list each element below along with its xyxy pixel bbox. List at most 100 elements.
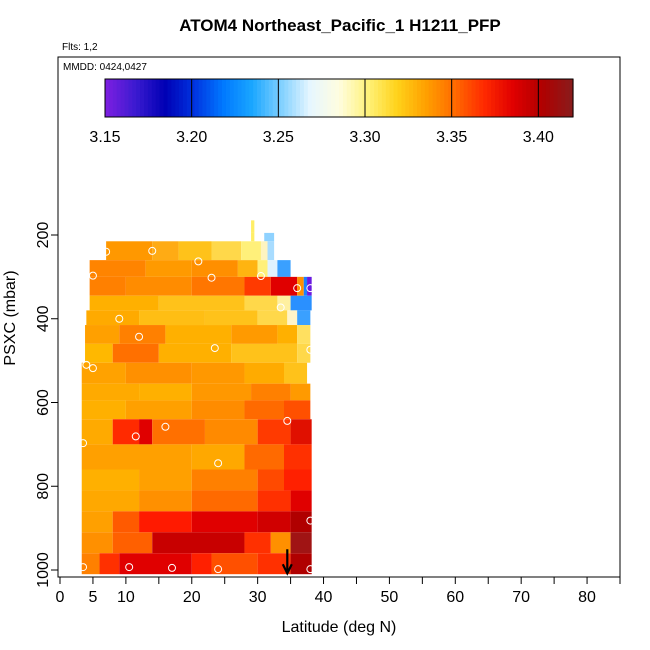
heatmap-cell (112, 343, 159, 363)
colorbar-band (120, 79, 126, 117)
colorbar-frame (104, 78, 574, 118)
colorbar-band (346, 79, 352, 117)
colorbar-band (307, 79, 313, 117)
heatmap-cell (106, 241, 153, 261)
colorbar-band (229, 79, 235, 117)
heatmap-cell (125, 276, 192, 296)
colorbar-band (136, 79, 141, 117)
colorbar-band (526, 79, 531, 117)
heatmap-cell (89, 295, 159, 311)
heatmap-cell (297, 310, 311, 326)
colorbar-tick-label: 3.40 (523, 129, 554, 146)
colorbar-band (144, 79, 149, 117)
heatmap-cell (152, 241, 179, 261)
heatmap-cell (139, 511, 192, 533)
sample-point (283, 416, 292, 425)
colorbar-band (331, 79, 336, 117)
colorbar-band (194, 79, 200, 117)
heatmap-cell (211, 241, 242, 261)
heatmap-cell (139, 383, 192, 401)
heatmap-cell (81, 469, 140, 491)
heatmap-cell (119, 325, 166, 344)
heatmap-cell (284, 400, 311, 420)
heatmap-cell (152, 419, 205, 445)
colorbar-band (498, 79, 504, 117)
heatmap-cell (81, 383, 140, 401)
colorbar-band (319, 79, 324, 117)
sample-point (194, 257, 203, 266)
colorbar-band (389, 79, 395, 117)
sample-point (306, 516, 315, 525)
heatmap-cell (81, 362, 126, 384)
heatmap-cell (244, 532, 271, 554)
x-tick-label: 0 (56, 589, 65, 606)
heatmap-cell (277, 295, 291, 311)
x-tick-label: 70 (512, 589, 530, 606)
colorbar-band (159, 79, 165, 117)
heatmap-cell (99, 553, 120, 575)
sample-point (88, 271, 97, 280)
colorbar-band (276, 79, 282, 117)
heatmap-cell (85, 343, 113, 363)
heatmap-cell (251, 232, 255, 242)
heatmap-cell (270, 276, 298, 296)
heatmap-cell (81, 511, 113, 533)
colorbar-band (323, 79, 328, 117)
heatmap-cell (251, 220, 255, 233)
colorbar-band (401, 79, 406, 117)
heatmap-cell (204, 310, 258, 326)
colorbar-band (456, 79, 461, 117)
colorbar-band (393, 79, 399, 117)
colorbar-band (339, 79, 344, 117)
colorbar-band (413, 79, 418, 117)
colorbar-band (405, 79, 410, 117)
colorbar-band (514, 79, 519, 117)
heatmap-cell (89, 260, 146, 277)
colorbar-band (452, 79, 457, 117)
heatmap-cell (257, 490, 291, 512)
colorbar-band (448, 79, 453, 117)
y-axis-label: PSXC (mbar) (2, 270, 19, 365)
y-tick-label: 800 (35, 473, 52, 500)
heatmap-cell (86, 310, 140, 326)
heatmap-cell (290, 532, 312, 554)
colorbar-band (233, 79, 239, 117)
heatmap-cell (191, 490, 258, 512)
colorbar-band (350, 79, 356, 117)
colorbar-band (569, 79, 574, 117)
heatmap-cell (267, 241, 275, 261)
x-tick-label: 5 (88, 589, 97, 606)
x-tick-label: 60 (446, 589, 464, 606)
colorbar-band (253, 79, 258, 117)
heatmap-cell (139, 490, 192, 512)
colorbar-band (272, 79, 278, 117)
colorbar-band (522, 79, 527, 117)
mmdd-label: MMDD: 0424,0427 (63, 62, 147, 73)
heatmap-cell (290, 419, 312, 445)
colorbar-band (374, 79, 379, 117)
sample-point (79, 563, 88, 572)
sample-point (214, 459, 223, 468)
colorbar-band (459, 79, 465, 117)
sample-point (131, 432, 140, 441)
heatmap-cell (264, 232, 275, 242)
colorbar-band (214, 79, 219, 117)
sample-point (306, 284, 315, 293)
colorbar-band (381, 79, 387, 117)
heatmap-cell (139, 419, 153, 445)
sample-points (79, 246, 315, 574)
heatmap-cell (191, 400, 245, 420)
heatmap-cell (244, 444, 284, 470)
colorbar-band (327, 79, 332, 117)
sample-point (168, 563, 176, 572)
colorbar-tick-label: 3.25 (263, 129, 294, 146)
colorbar-band (210, 79, 215, 117)
colorbar-band (140, 79, 145, 117)
colorbar-band (518, 79, 523, 117)
heatmap-cell (139, 469, 192, 491)
colorbar-band (315, 79, 321, 117)
colorbar-band (296, 79, 301, 117)
sample-point (79, 439, 88, 448)
y-tick-label: 600 (35, 389, 52, 416)
